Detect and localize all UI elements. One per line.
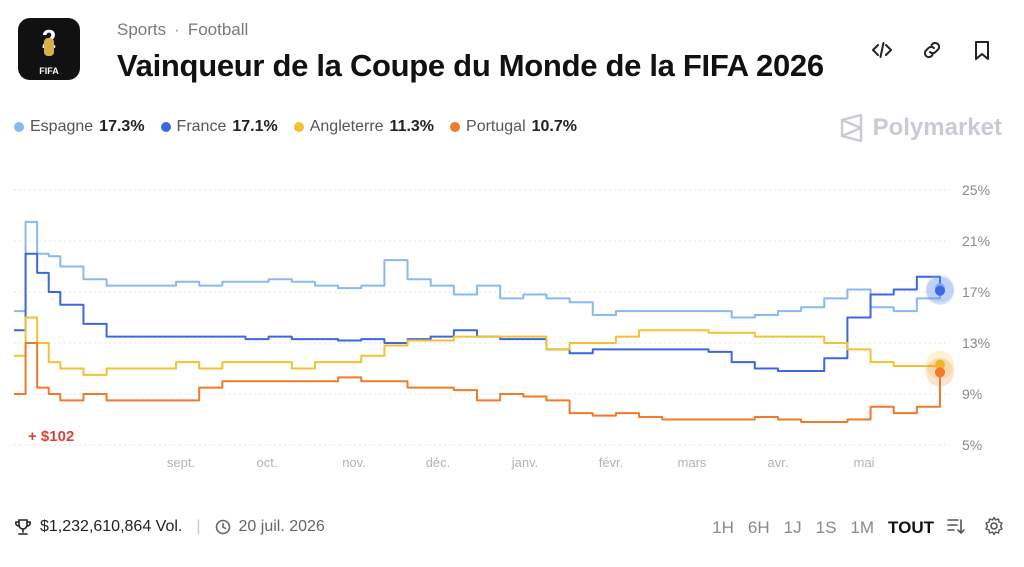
series-line-portugal[interactable] [14, 342, 941, 424]
range-6h[interactable]: 6H [747, 518, 770, 537]
breadcrumb-separator: · [174, 20, 180, 39]
y-tick-label: 25% [962, 182, 990, 198]
settings-gear-icon[interactable] [984, 516, 1004, 536]
bookmark-button[interactable] [970, 38, 994, 62]
legend-value: 10.7% [531, 118, 577, 135]
range-1h[interactable]: 1H [712, 518, 734, 537]
chart-legend: Espagne 17.3% France 17.1% Angleterre 11… [14, 118, 577, 136]
brand-name: Polymarket [872, 114, 1002, 141]
bookmark-icon [975, 41, 989, 60]
clock-icon [215, 519, 230, 535]
x-tick-label: mai [854, 455, 875, 470]
code-icon [872, 42, 892, 58]
legend-dot [450, 122, 461, 132]
chart-tools [946, 516, 1004, 536]
range-1j[interactable]: 1J [783, 518, 802, 537]
breadcrumb-sports[interactable]: Sports [117, 20, 167, 39]
y-tick-label: 13% [962, 335, 990, 351]
y-tick-label: 5% [962, 437, 982, 453]
y-tick-label: 21% [962, 233, 990, 249]
series-line-angleterre[interactable] [14, 316, 941, 376]
market-footer: $1,232,610,864 Vol. | 20 juil. 2026 [14, 518, 325, 536]
page-title: Vainqueur de la Coupe du Monde de la FIF… [117, 48, 824, 83]
volume-value: $1,232,610,864 Vol. [40, 518, 183, 535]
legend-item-espagne[interactable]: Espagne 17.3% [14, 118, 145, 136]
trophy-icon [15, 519, 31, 535]
x-tick-label: déc. [426, 455, 451, 470]
copy-link-button[interactable] [920, 38, 944, 62]
legend-value: 17.1% [232, 118, 278, 135]
x-tick-label: oct. [257, 455, 278, 470]
end-point-angleterre[interactable] [935, 359, 945, 370]
x-tick-label: nov. [342, 455, 366, 470]
legend-name: Angleterre [309, 118, 384, 135]
polymarket-brand: Polymarket [839, 114, 1002, 142]
end-date: 20 juil. 2026 [238, 518, 325, 535]
legend-dot [14, 122, 24, 132]
y-tick-label: 17% [962, 284, 990, 300]
series-line-france[interactable] [14, 252, 941, 373]
pnl-annotation: + $102 [28, 428, 74, 445]
polymarket-logo-icon [840, 114, 862, 142]
end-point-france[interactable] [935, 285, 945, 296]
series-line-espagne[interactable] [14, 220, 941, 319]
legend-dot [160, 122, 171, 132]
range-1s[interactable]: 1S [815, 518, 837, 537]
range-tout[interactable]: TOUT [888, 518, 934, 537]
end-point-portugal[interactable] [935, 367, 945, 378]
x-tick-label: févr. [599, 455, 624, 470]
x-tick-label: sept. [167, 455, 195, 470]
legend-item-angleterre[interactable]: Angleterre 11.3% [293, 118, 435, 136]
fifa-logo: 2 FIFA [18, 18, 80, 80]
sort-icon[interactable] [946, 516, 966, 536]
legend-item-france[interactable]: France 17.1% [160, 118, 278, 136]
x-tick-label: mars [678, 455, 707, 470]
breadcrumb: Sports · Football [117, 20, 248, 40]
legend-value: 17.3% [99, 118, 145, 135]
legend-dot [293, 122, 304, 132]
embed-button[interactable] [870, 38, 894, 62]
x-tick-label: janv. [511, 455, 539, 470]
time-range-selector: 1H 6H 1J 1S 1M TOUT [712, 518, 934, 538]
legend-item-portugal[interactable]: Portugal 10.7% [450, 118, 577, 136]
logo-text: FIFA [39, 66, 59, 76]
divider: | [196, 518, 201, 535]
legend-name: Portugal [466, 118, 526, 135]
legend-name: Espagne [30, 118, 94, 135]
top-actions [870, 38, 994, 62]
y-tick-label: 9% [962, 386, 982, 402]
breadcrumb-football[interactable]: Football [187, 20, 249, 39]
x-tick-label: avr. [768, 455, 789, 470]
price-chart[interactable]: 25% 21% 17% 13% 9% 5% sept. oct. nov. déc. janv. fé… [0, 170, 1024, 475]
legend-value: 11.3% [389, 118, 435, 135]
legend-name: France [176, 118, 227, 135]
link-icon [923, 41, 941, 59]
range-1m[interactable]: 1M [850, 518, 875, 537]
